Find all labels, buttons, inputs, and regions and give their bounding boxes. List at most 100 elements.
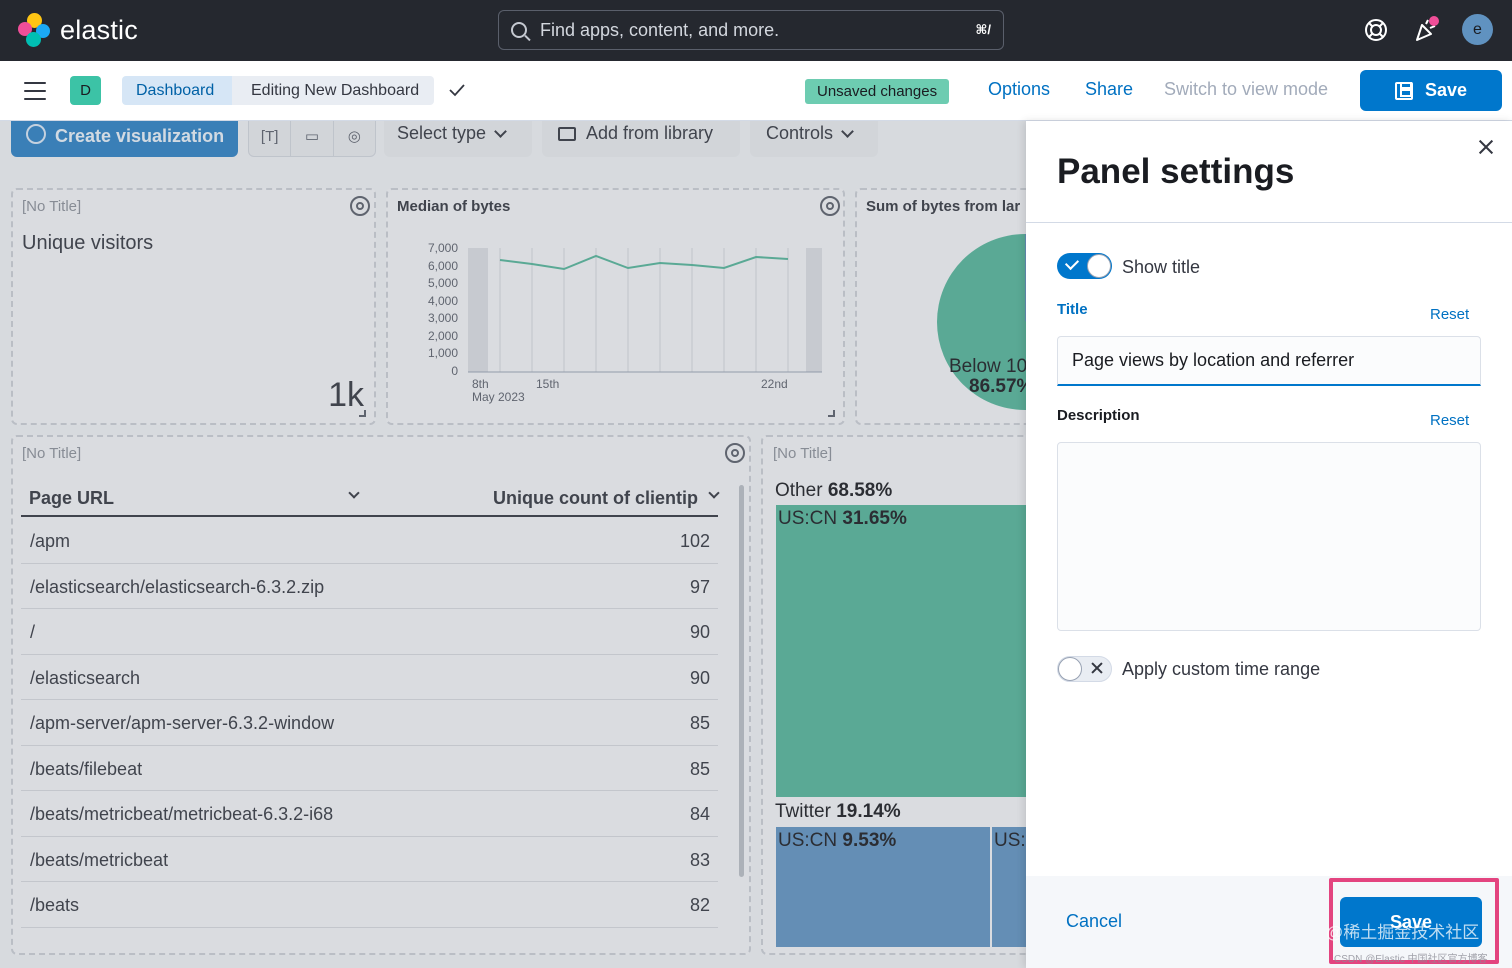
gear-icon[interactable]: [820, 196, 840, 216]
table-cell-count: 97: [689, 576, 710, 597]
table-row: /elasticsearch/elasticsearch-6.3.2.zip 9…: [21, 564, 718, 609]
resize-handle-icon[interactable]: [828, 410, 835, 417]
table-cell-count: 85: [689, 713, 710, 733]
map-panel-icon[interactable]: ◎: [347, 128, 361, 145]
table-row: /apm 102: [21, 518, 718, 564]
table-cell-url: /beats/metricbeat/metricbeat-6.3.2-i68: [30, 804, 334, 824]
cancel-button[interactable]: Cancel: [1066, 911, 1123, 931]
chevron-down-icon[interactable]: [348, 487, 360, 499]
news-feed-icon[interactable]: [1412, 16, 1440, 44]
controls-button[interactable]: Controls: [766, 123, 854, 144]
x-tick-sub: May 2023: [472, 390, 525, 404]
panel-title: [No Title]: [773, 445, 833, 462]
create-visualization-button[interactable]: Create visualization: [11, 121, 238, 157]
column-header-unique-count[interactable]: Unique count of clientip: [493, 488, 698, 509]
select-type-label: Select type: [397, 123, 487, 143]
y-tick: 7,000: [427, 241, 458, 255]
table-row: /beats/metricbeat/metricbeat-6.3.2-i68 8…: [21, 791, 718, 837]
help-icon[interactable]: [1362, 16, 1390, 44]
table-row: /beats 82: [21, 882, 718, 928]
elastic-logo[interactable]: elastic: [18, 13, 138, 47]
metric-value: 1k: [328, 376, 364, 414]
show-title-label: Show title: [1122, 257, 1201, 277]
menu-icon[interactable]: [24, 82, 46, 100]
save-icon: [1394, 81, 1413, 100]
table-scrollbar[interactable]: [739, 485, 744, 877]
metric-label: Unique visitors: [22, 232, 154, 254]
table-row: /apm-server/apm-server-6.3.2-window 85: [21, 700, 718, 746]
search-shortcut: ⌘/: [975, 22, 991, 37]
highlight-box: [1329, 878, 1499, 964]
table-cell-url: /beats/metricbeat: [30, 849, 169, 870]
space-avatar[interactable]: D: [70, 76, 101, 105]
folder-icon: [558, 126, 576, 141]
table-cell-url: /elasticsearch: [30, 667, 141, 688]
switch-to-view-mode-link[interactable]: Switch to view mode: [1164, 79, 1329, 99]
panel-title: [No Title]: [22, 198, 82, 215]
table-cell-url: /: [30, 622, 36, 642]
breadcrumb-editing-new-dashboard: Editing New Dashboard: [232, 76, 435, 105]
cross-icon: [1091, 662, 1103, 674]
visualization-icon: [26, 124, 46, 144]
column-header-page-url[interactable]: Page URL: [29, 488, 114, 509]
image-panel-icon[interactable]: ▭: [291, 121, 334, 156]
breadcrumb-dashboard[interactable]: Dashboard: [122, 76, 244, 105]
custom-time-range-toggle[interactable]: [1057, 656, 1112, 682]
show-title-toggle[interactable]: [1057, 253, 1112, 279]
pie-chart: [937, 234, 1026, 410]
toggle-knob: [1087, 254, 1111, 278]
check-icon[interactable]: [448, 82, 466, 98]
panel-unique-visitors[interactable]: [No Title] Unique visitors 1k: [11, 188, 376, 425]
chevron-down-icon[interactable]: [708, 487, 720, 499]
close-icon[interactable]: [1478, 139, 1494, 155]
quick-add-buttons: [T] ▭ ◎: [248, 121, 376, 157]
y-tick: 2,000: [427, 329, 458, 343]
save-panel-settings-button[interactable]: Save: [1340, 897, 1482, 947]
table-header: Page URL Unique count of clientip: [21, 479, 720, 517]
title-input[interactable]: [1057, 336, 1481, 386]
add-from-library-button[interactable]: Add from library: [558, 123, 713, 144]
table-cell-count: 82: [689, 895, 710, 915]
add-from-library-label: Add from library: [586, 123, 714, 143]
table-cell-count: 102: [679, 531, 710, 551]
panel-settings-flyout: Panel settings Show title Title Reset De…: [1026, 121, 1512, 968]
description-reset-link[interactable]: Reset: [1430, 412, 1470, 429]
panel-sum-of-bytes[interactable]: Sum of bytes from lar Below 10 86.57%: [855, 188, 1026, 425]
global-search-input[interactable]: Find apps, content, and more. ⌘/: [498, 10, 1004, 50]
flyout-footer: Cancel Save: [1026, 876, 1512, 968]
watermark-sub: CSDN @Elastic 中国社区官方博客: [1334, 954, 1488, 965]
save-dashboard-button[interactable]: Save: [1360, 70, 1502, 111]
panel-title: [No Title]: [22, 445, 82, 462]
pie-value: 86.57%: [969, 376, 1026, 397]
table-row: /beats/filebeat 85: [21, 746, 718, 791]
y-tick: 0: [451, 364, 458, 378]
y-tick: 1,000: [427, 346, 458, 360]
pie-label: Below 10: [949, 356, 1026, 377]
select-type-button[interactable]: Select type: [397, 123, 507, 144]
treemap-label-other: Other 68.58%: [775, 480, 893, 501]
toggle-knob: [1058, 657, 1082, 681]
custom-time-range-label: Apply custom time range: [1122, 659, 1321, 679]
x-tick: 15th: [536, 377, 560, 391]
table-row: /beats/metricbeat 83: [21, 837, 718, 882]
table-cell-url: /beats: [30, 895, 80, 915]
table-cell-url: /elasticsearch/elasticsearch-6.3.2.zip: [30, 576, 325, 597]
panel-treemap[interactable]: [No Title] Other 68.58% US:CN 31.65% Twi…: [761, 435, 1026, 955]
panel-median-of-bytes[interactable]: Median of bytes 7,000 6,000 5,000 4,000 …: [386, 188, 845, 425]
table-cell-count: 90: [689, 622, 710, 642]
table-cell-count: 84: [689, 804, 710, 824]
gear-icon[interactable]: [725, 443, 745, 463]
share-link[interactable]: Share: [1085, 79, 1134, 99]
column-label: Unique count of clientip: [493, 488, 698, 508]
user-avatar[interactable]: e: [1462, 14, 1493, 45]
options-link[interactable]: Options: [988, 79, 1051, 99]
resize-handle-icon[interactable]: [359, 410, 366, 417]
panel-page-url-table[interactable]: [No Title] Page URL Unique count of clie…: [11, 435, 751, 955]
controls-label: Controls: [766, 123, 834, 143]
title-field-label: Title: [1057, 301, 1088, 318]
treemap-label-us: US:: [994, 830, 1026, 851]
title-reset-link[interactable]: Reset: [1430, 306, 1470, 323]
text-panel-icon[interactable]: [T]: [249, 121, 292, 156]
gear-icon[interactable]: [350, 196, 370, 216]
description-textarea[interactable]: [1057, 442, 1481, 631]
